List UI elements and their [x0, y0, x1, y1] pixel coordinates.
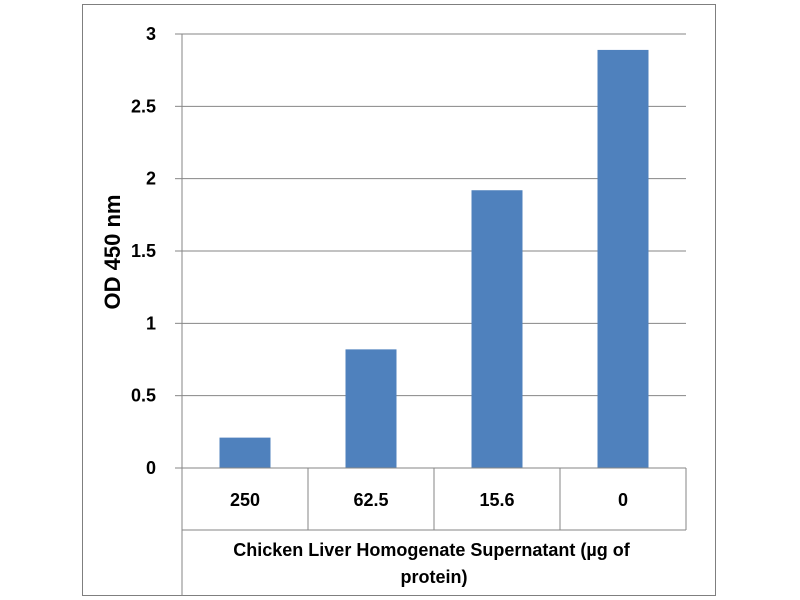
bar-0	[597, 49, 649, 469]
x-axis-title: Chicken Liver Homogenate Supernatant (µg…	[233, 540, 634, 587]
x-tick-label: 62.5	[353, 490, 388, 510]
y-tick-label: 2.5	[131, 96, 156, 116]
y-axis-title: OD 450 nm	[100, 195, 125, 310]
y-tick-label: 1.5	[131, 241, 156, 261]
x-tick-label: 15.6	[479, 490, 514, 510]
x-axis-title-line-2: protein)	[401, 567, 468, 587]
y-tick-label: 0.5	[131, 386, 156, 406]
y-tick-label: 3	[146, 24, 156, 44]
bar-250	[219, 437, 271, 468]
bar-62-5	[345, 349, 397, 468]
x-tick-label: 0	[618, 490, 628, 510]
y-tick-label: 0	[146, 458, 156, 478]
x-axis-title-line-1: Chicken Liver Homogenate Supernatant (µg…	[233, 540, 630, 560]
bar-15-6	[471, 190, 523, 469]
axes	[175, 33, 687, 596]
x-tick-labels: 250 62.5 15.6 0	[230, 490, 628, 510]
x-tick-label: 250	[230, 490, 260, 510]
y-tick-labels: 0 0.5 1 1.5 2 2.5 3	[131, 24, 156, 478]
y-tick-label: 2	[146, 169, 156, 189]
y-tick-label: 1	[146, 313, 156, 333]
bars	[219, 49, 649, 469]
